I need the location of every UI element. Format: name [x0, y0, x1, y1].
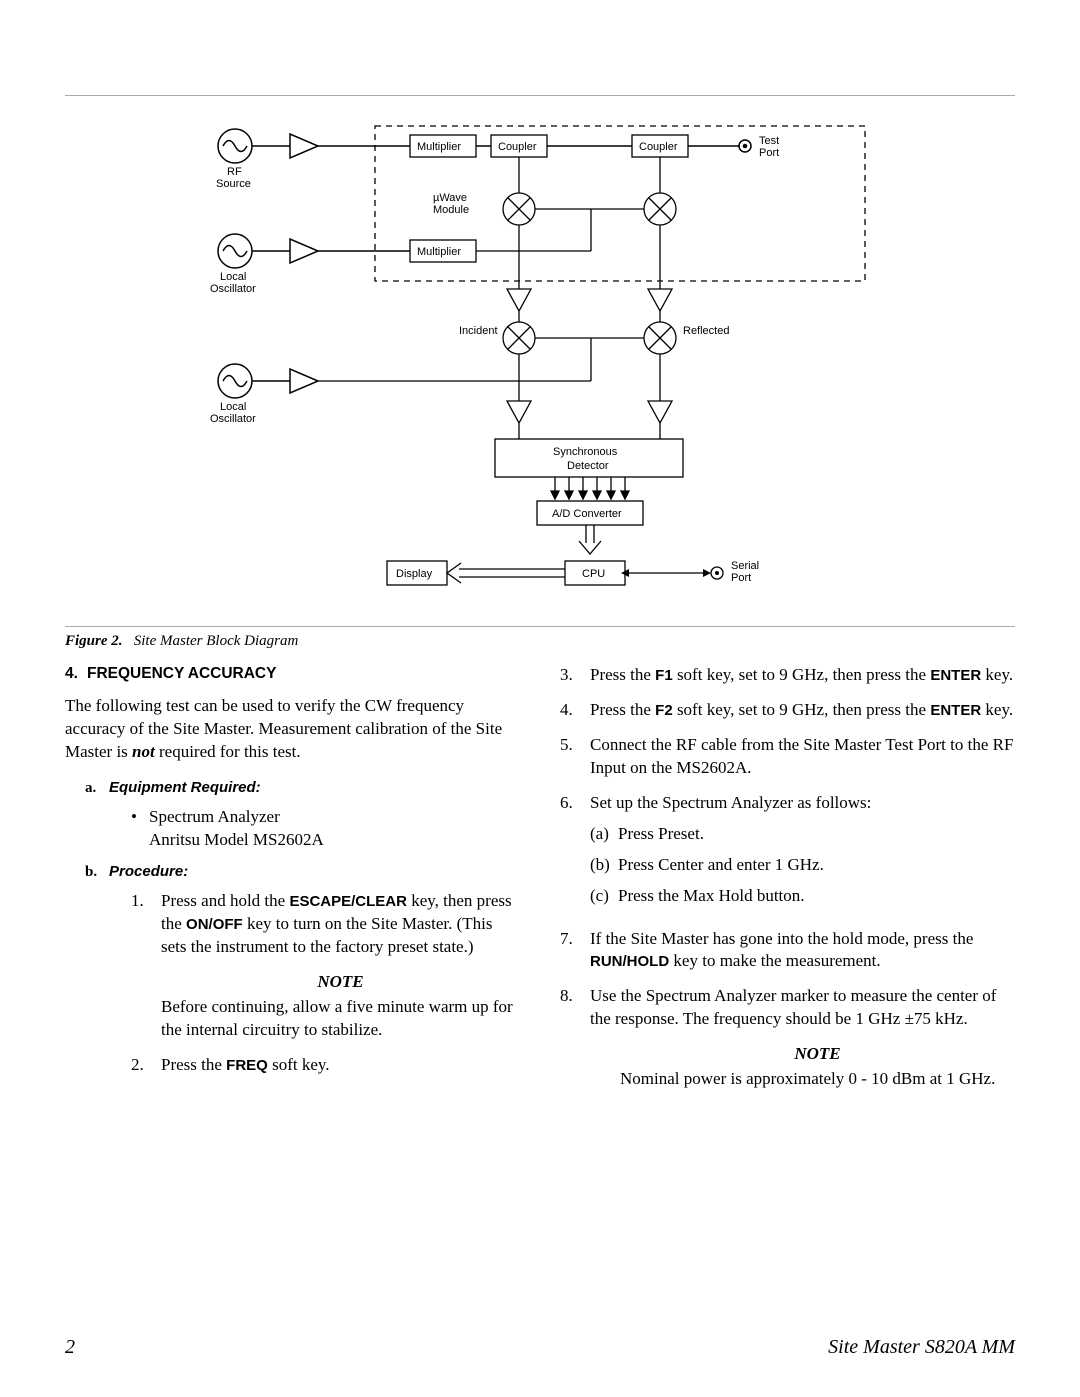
svg-text:Incident: Incident [459, 325, 498, 337]
note-left: NOTE Before continuing, allow a five min… [161, 971, 520, 1042]
step-4: 4. Press the F2 soft key, set to 9 GHz, … [560, 699, 1015, 722]
svg-text:Synchronous: Synchronous [553, 446, 618, 458]
intro-paragraph: The following test can be used to verify… [65, 695, 520, 764]
svg-text:Module: Module [433, 204, 469, 216]
svg-text:Port: Port [731, 572, 751, 584]
svg-text:CPU: CPU [582, 568, 605, 580]
procedure-heading: b.Procedure: [65, 862, 520, 882]
svg-text:Detector: Detector [567, 460, 609, 472]
page-number: 2 [65, 1336, 75, 1359]
svg-text:RF: RF [227, 166, 242, 178]
page-footer: 2 Site Master S820A MM [65, 1336, 1015, 1359]
svg-text:Display: Display [396, 568, 433, 580]
step-7: 7. If the Site Master has gone into the … [560, 928, 1015, 974]
svg-text:Local: Local [220, 401, 246, 413]
svg-text:A/D Converter: A/D Converter [552, 508, 622, 520]
left-column: 4.FREQUENCY ACCURACY The following test … [65, 664, 520, 1103]
svg-text:Oscillator: Oscillator [210, 413, 256, 425]
step-1: 1. Press and hold the ESCAPE/CLEAR key, … [131, 890, 520, 959]
step-6: 6. Set up the Spectrum Analyzer as follo… [560, 792, 1015, 916]
step-5: 5. Connect the RF cable from the Site Ma… [560, 734, 1015, 780]
equipment-heading: a.Equipment Required: [65, 778, 520, 798]
note-right: NOTE Nominal power is approximately 0 - … [620, 1043, 1015, 1091]
svg-text:Coupler: Coupler [639, 141, 678, 153]
svg-text:Coupler: Coupler [498, 141, 537, 153]
svg-text:Test: Test [759, 135, 779, 147]
svg-text:Source: Source [216, 178, 251, 190]
svg-text:Port: Port [759, 147, 779, 159]
equipment-item: • Spectrum Analyzer Anritsu Model MS2602… [131, 806, 520, 852]
svg-text:Multiplier: Multiplier [417, 246, 461, 258]
step-3: 3. Press the F1 soft key, set to 9 GHz, … [560, 664, 1015, 687]
step-8: 8. Use the Spectrum Analyzer marker to m… [560, 985, 1015, 1031]
figure-caption: Figure 2. Site Master Block Diagram [65, 633, 1015, 650]
right-column: 3. Press the F1 soft key, set to 9 GHz, … [560, 664, 1015, 1103]
step-2: 2. Press the FREQ soft key. [131, 1054, 520, 1077]
svg-text:Oscillator: Oscillator [210, 283, 256, 295]
svg-text:Serial: Serial [731, 560, 759, 572]
svg-text:µWave: µWave [433, 192, 467, 204]
block-diagram: µWave Module RF Source Multiplier Couple… [155, 111, 925, 616]
svg-text:Multiplier: Multiplier [417, 141, 461, 153]
doc-title: Site Master S820A MM [828, 1336, 1015, 1359]
svg-text:Reflected: Reflected [683, 325, 729, 337]
section-title: 4.FREQUENCY ACCURACY [65, 664, 520, 685]
svg-text:Local: Local [220, 271, 246, 283]
